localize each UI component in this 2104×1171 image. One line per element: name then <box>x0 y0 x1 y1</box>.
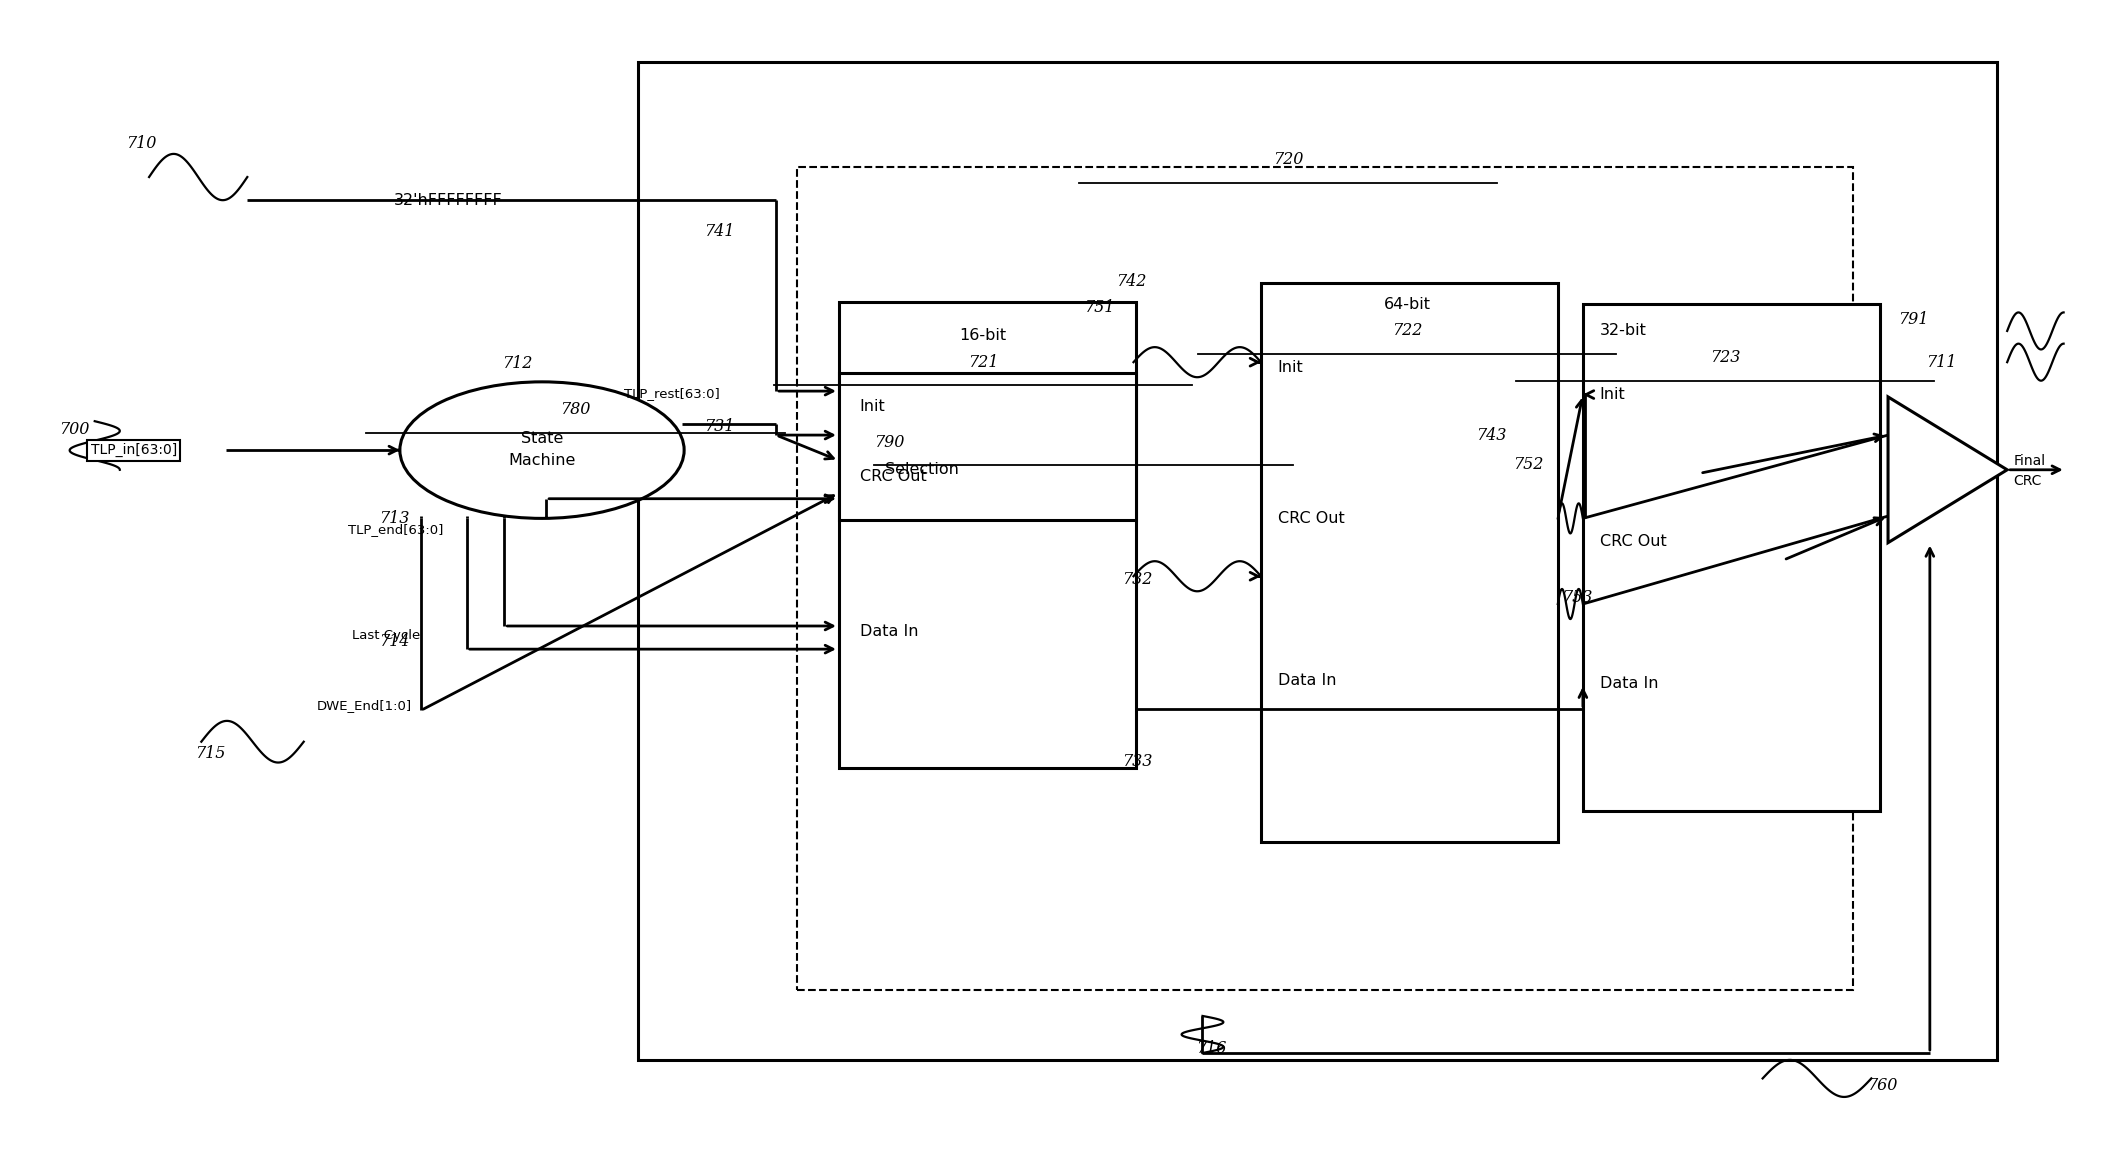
Text: 751: 751 <box>1084 300 1115 316</box>
Text: 32-bit: 32-bit <box>1599 323 1647 338</box>
Text: 731: 731 <box>705 418 734 436</box>
Text: 722: 722 <box>1393 322 1422 340</box>
Text: Data In: Data In <box>1277 673 1336 687</box>
Text: CRC Out: CRC Out <box>1599 534 1666 549</box>
Text: 723: 723 <box>1711 349 1740 367</box>
Text: 712: 712 <box>503 355 532 372</box>
Text: 732: 732 <box>1121 571 1153 588</box>
Text: Selection: Selection <box>886 463 959 478</box>
Text: 715: 715 <box>196 745 225 762</box>
Text: DWE_End[1:0]: DWE_End[1:0] <box>316 699 412 712</box>
Text: 743: 743 <box>1477 426 1506 444</box>
Text: 710: 710 <box>126 135 156 152</box>
Text: TLP_end[63:0]: TLP_end[63:0] <box>347 523 444 536</box>
Text: 741: 741 <box>705 222 734 240</box>
Text: 713: 713 <box>379 509 410 527</box>
Text: 714: 714 <box>379 632 410 650</box>
Text: Last Cycle: Last Cycle <box>351 629 421 642</box>
Text: 790: 790 <box>875 433 905 451</box>
Text: Machine: Machine <box>509 453 576 468</box>
Text: CRC Out: CRC Out <box>1277 511 1344 526</box>
Text: 716: 716 <box>1195 1040 1227 1057</box>
Text: Data In: Data In <box>1599 677 1658 691</box>
Text: 791: 791 <box>1898 310 1929 328</box>
Text: CRC: CRC <box>2014 474 2041 488</box>
Text: 752: 752 <box>1513 456 1542 473</box>
Bar <box>839 302 1136 768</box>
Text: 780: 780 <box>560 402 591 418</box>
Bar <box>797 166 1852 991</box>
Ellipse shape <box>400 382 684 519</box>
Bar <box>638 62 1997 1060</box>
Text: 753: 753 <box>1561 589 1593 605</box>
Text: 720: 720 <box>1273 151 1302 169</box>
Text: State: State <box>522 431 564 446</box>
Text: CRC Out: CRC Out <box>861 470 926 485</box>
Text: Init: Init <box>861 398 886 413</box>
Text: 760: 760 <box>1866 1077 1898 1094</box>
Polygon shape <box>1887 397 2007 542</box>
Text: Init: Init <box>1277 361 1304 376</box>
Text: 711: 711 <box>1925 354 1957 371</box>
Bar <box>839 372 1136 520</box>
Text: Final: Final <box>2014 453 2045 467</box>
Bar <box>1582 304 1879 812</box>
Text: 733: 733 <box>1121 753 1153 769</box>
Text: 32'hFFFFFFFF: 32'hFFFFFFFF <box>393 193 503 207</box>
Text: 742: 742 <box>1115 273 1147 289</box>
Text: 64-bit: 64-bit <box>1384 296 1431 311</box>
Text: Init: Init <box>1599 388 1626 402</box>
Text: TLP_rest[63:0]: TLP_rest[63:0] <box>623 386 720 400</box>
Text: 16-bit: 16-bit <box>959 328 1006 343</box>
Text: TLP_in[63:0]: TLP_in[63:0] <box>90 443 177 457</box>
Text: Data In: Data In <box>861 624 917 639</box>
Text: 721: 721 <box>968 354 997 371</box>
Bar <box>1260 283 1557 842</box>
Text: 700: 700 <box>59 420 90 438</box>
